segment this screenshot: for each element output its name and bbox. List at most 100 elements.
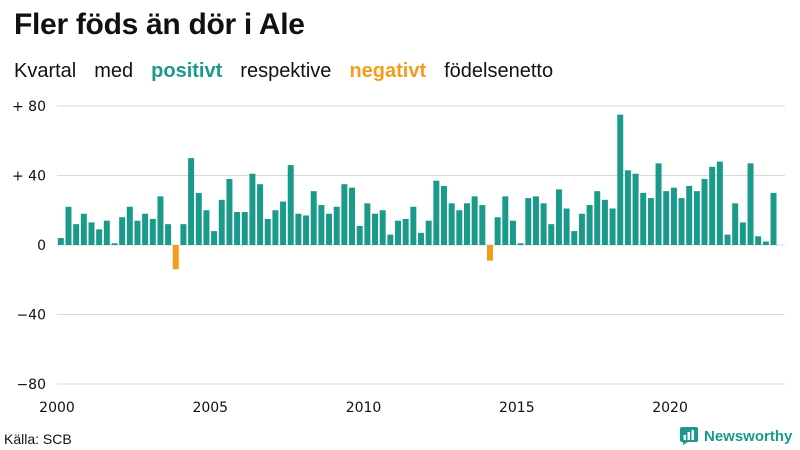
bar-positive xyxy=(732,203,739,245)
y-tick-label: + 40 xyxy=(12,169,46,185)
bar-positive xyxy=(287,165,294,245)
bar-negative xyxy=(172,245,179,270)
bar-positive xyxy=(226,178,233,245)
bar-positive xyxy=(241,211,248,245)
bar-positive xyxy=(326,213,333,245)
bar-positive xyxy=(701,178,708,245)
bar-positive xyxy=(249,173,256,245)
bar-positive xyxy=(272,210,279,245)
bar-positive xyxy=(494,217,501,245)
bar-positive xyxy=(310,191,317,245)
bar-positive xyxy=(555,189,562,245)
x-tick-label: 2005 xyxy=(192,400,228,416)
bar-positive xyxy=(586,205,593,245)
bar-negative xyxy=(486,245,493,261)
bar-positive xyxy=(456,210,463,245)
bar-positive xyxy=(234,211,241,245)
bar-positive xyxy=(96,229,103,245)
bar-positive xyxy=(433,180,440,245)
bar-positive xyxy=(594,191,601,245)
bar-positive xyxy=(471,196,478,245)
bar-positive xyxy=(724,234,731,245)
bar-positive xyxy=(640,192,647,246)
bar-positive xyxy=(387,234,394,245)
subtitle-word-respektive: respektive xyxy=(240,60,332,82)
bar-positive xyxy=(716,161,723,245)
bar-positive xyxy=(395,220,401,245)
bar-positive xyxy=(578,213,585,245)
bar-positive xyxy=(65,206,72,245)
bar-positive xyxy=(410,206,417,245)
bar-positive xyxy=(647,198,654,245)
newsworthy-logo-icon xyxy=(680,427,698,445)
bar-positive xyxy=(318,205,325,245)
bar-positive xyxy=(624,170,631,245)
bar-positive xyxy=(601,199,608,245)
x-tick-label: 2020 xyxy=(652,400,688,416)
y-tick-label: −40 xyxy=(16,308,46,324)
bar-positive xyxy=(142,213,149,245)
chart-title: Fler föds än dör i Ale xyxy=(14,8,305,41)
bar-positive xyxy=(479,205,486,245)
subtitle-word-med: med xyxy=(94,60,134,82)
bar-positive xyxy=(617,114,624,245)
bar-positive xyxy=(180,224,187,245)
y-tick-label: + 80 xyxy=(12,99,46,115)
bar-positive xyxy=(257,184,264,245)
bar-positive xyxy=(509,220,516,245)
bar-positive xyxy=(663,191,670,245)
bar-positive xyxy=(349,187,356,245)
bar-positive xyxy=(678,198,685,245)
x-tick-label: 2010 xyxy=(346,400,382,416)
bar-positive xyxy=(502,196,509,245)
bar-positive xyxy=(372,213,379,245)
chart-subtitle: Kvartal med positivt respektive negativt föde… xyxy=(14,60,571,83)
bar-positive xyxy=(563,208,570,245)
bar-positive xyxy=(463,203,470,245)
bar-positive xyxy=(739,222,746,245)
bar-positive xyxy=(295,213,302,245)
bar-positive xyxy=(402,218,409,245)
bar-positive xyxy=(165,224,172,245)
bar-positive xyxy=(57,238,64,245)
bar-positive xyxy=(280,201,287,245)
bar-positive xyxy=(341,184,348,245)
bar-positive xyxy=(73,224,80,245)
bar-positive xyxy=(134,220,141,245)
bar-positive xyxy=(379,210,386,245)
bar-positive xyxy=(693,191,700,245)
x-tick-label: 2000 xyxy=(39,400,75,416)
bar-positive xyxy=(218,199,225,245)
x-tick-label: 2015 xyxy=(499,400,535,416)
bar-positive xyxy=(88,222,95,245)
bar-positive xyxy=(203,210,210,245)
bar-positive xyxy=(356,225,363,245)
subtitle-positive-label: positivt xyxy=(151,60,223,82)
bar-positive xyxy=(548,224,555,245)
bar-positive xyxy=(448,203,455,245)
bar-positive xyxy=(149,218,156,245)
bar-positive xyxy=(747,163,754,245)
bar-positive xyxy=(709,166,716,245)
brand-logo: Newsworthy xyxy=(680,427,792,445)
bar-positive xyxy=(632,173,639,245)
bar-positive xyxy=(609,208,616,245)
bar-positive xyxy=(571,231,578,245)
brand-name: Newsworthy xyxy=(704,427,793,445)
bar-positive xyxy=(755,236,762,245)
bar-positive xyxy=(770,192,777,246)
bar-positive xyxy=(211,231,218,245)
bar-positive xyxy=(532,196,539,245)
y-tick-label: −80 xyxy=(16,377,46,393)
y-tick-label: 0 xyxy=(37,238,46,254)
bar-positive xyxy=(441,185,447,245)
bar-positive xyxy=(119,217,126,245)
bar-positive xyxy=(517,243,524,245)
bar-positive xyxy=(264,218,271,245)
bar-positive xyxy=(686,185,693,245)
bar-positive xyxy=(195,192,202,246)
bar-positive xyxy=(670,187,677,245)
subtitle-word-fodelsenetto: födelsenetto xyxy=(444,60,554,82)
bar-positive xyxy=(103,220,110,245)
